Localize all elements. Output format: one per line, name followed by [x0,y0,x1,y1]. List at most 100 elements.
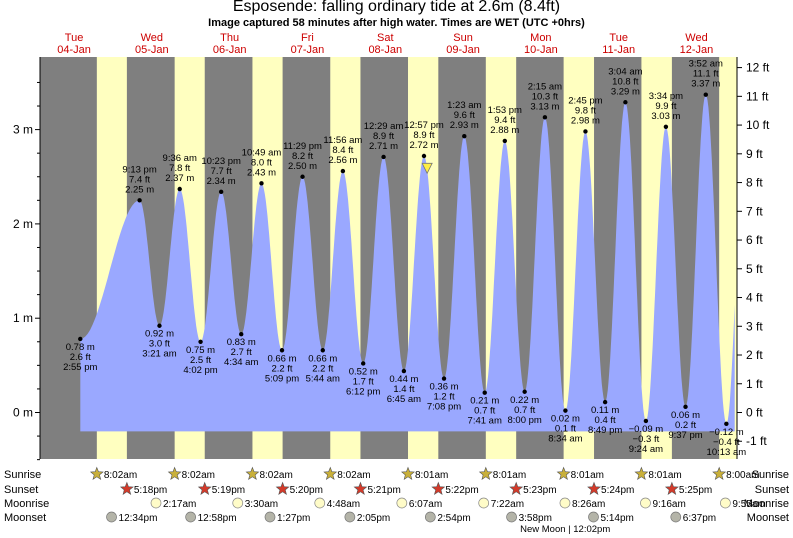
left-tick-label: 0 m [13,406,33,420]
extreme-point [177,186,182,192]
moonset-time-label: 12:34pm [119,513,158,524]
moonset-icon [670,511,682,523]
sunset-time-label: 5:22pm [445,485,478,496]
low-ft-label: 0.7 ft [514,405,535,416]
low-ft-label: 0.4 ft [595,415,616,426]
left-tick-label: 3 m [13,123,33,137]
high-m-label: 2.37 m [165,173,194,184]
extreme-point [522,389,527,394]
low-m-label: 0.44 m [389,374,418,385]
low-time-label: 8:00 pm [507,415,541,426]
right-tick-label: 2 ft [746,348,763,362]
sunrise-icon [634,466,649,480]
extreme-point [683,404,688,410]
moonset-time-label: 2:54pm [437,513,470,524]
moonset-row-label-right: Moonset [747,512,789,524]
extreme-point [198,339,203,344]
sunrise-row-label-left: Sunrise [4,469,41,481]
moonset-time-label: 6:37pm [683,513,716,524]
moonrise-time-label: 3:30am [245,499,278,510]
extreme-point [663,124,669,129]
low-time-label: 6:12 pm [346,386,380,397]
extreme-point [703,92,708,97]
high-time-label: 11:29 pm [283,141,322,152]
low-time-label: 8:49 pm [588,425,622,436]
moonrise-time-label: 9:55am [732,499,765,510]
extreme-point [643,418,649,424]
sunrise-time-label: 8:01am [648,470,681,481]
sunset-time-label: 5:25pm [679,485,712,496]
high-time-label: 1:53 pm [488,105,522,116]
moonrise-icon [720,497,731,509]
sunrise-time-label: 8:01am [415,470,448,481]
right-tick-label: 4 ft [746,291,763,305]
sunrise-row-label-right: Sunrise [752,469,789,481]
high-m-label: 2.93 m [450,120,479,131]
extreme-point [381,154,386,160]
low-ft-label: 1.4 ft [393,384,414,395]
high-time-label: 2:15 am [528,81,562,92]
current-level-marker [421,162,433,175]
extreme-point [623,100,628,105]
left-tick-label: 2 m [13,217,33,231]
high-m-label: 2.56 m [328,155,357,166]
moonset-icon [506,511,517,523]
high-m-label: 2.88 m [490,125,519,136]
date-label: 06-Jan [213,44,247,56]
high-m-label: 3.13 m [530,101,559,112]
high-m-label: 3.37 m [691,79,720,90]
right-tick-label: 5 ft [746,262,763,276]
moonrise-time-label: 6:07am [409,499,442,510]
chart-title: Esposende: falling ordinary tide at 2.6m… [232,0,561,15]
sunrise-time-label: 8:02am [104,470,137,481]
low-m-label: 0.21 m [470,396,499,407]
sunset-time-label: 5:23pm [523,485,556,496]
moonrise-icon [559,497,571,509]
low-m-label: −0.12 m [709,427,744,438]
sunrise-icon [478,466,493,480]
sunrise-icon [89,466,104,480]
high-time-label: 3:04 am [608,66,642,77]
sunrise-time-label: 8:02am [259,470,292,481]
date-label: 05-Jan [135,44,169,56]
low-ft-label: 2.5 ft [190,355,211,366]
high-time-label: 2:45 pm [568,95,602,106]
extreme-point [602,399,608,405]
date-label: 12-Jan [680,44,714,56]
right-tick-label: 10 ft [746,118,770,132]
low-ft-label: −0.4 ft [713,437,740,448]
high-time-label: 10:49 am [242,147,282,158]
high-m-label: 2.71 m [369,141,398,152]
high-time-label: 12:29 am [364,121,404,132]
right-tick-label: 7 ft [746,204,763,218]
sunrise-time-label: 8:00am [726,470,759,481]
sunset-icon [664,481,679,495]
low-m-label: 0.52 m [349,366,378,377]
low-time-label: 9:37 pm [668,430,702,441]
sunrise-icon [167,466,182,480]
low-m-label: 0.75 m [186,345,215,356]
low-time-label: 8:34 am [548,434,582,445]
extreme-point [320,348,325,353]
high-time-label: 3:34 pm [649,91,683,102]
high-m-label: 2.34 m [207,176,236,187]
moonrise-time-label: 9:16am [652,499,685,510]
high-ft-label: 7.8 ft [169,163,190,174]
low-m-label: 0.11 m [591,405,619,416]
low-time-label: 7:41 am [468,416,502,427]
sunrise-time-label: 8:02am [337,470,370,481]
extreme-point [78,336,83,342]
left-tick-label: 1 m [13,311,33,325]
low-time-label: 5:09 pm [265,373,299,384]
high-m-label: 2.72 m [409,140,438,151]
moonrise-icon [640,497,651,509]
moonset-row-label-left: Moonset [4,512,46,524]
extreme-point [563,408,568,413]
sunrise-icon [556,466,571,480]
high-time-label: 12:57 pm [404,120,444,131]
new-moon-label: New Moon | 12:02pm [520,524,610,535]
day-of-week-label: Tue [609,32,628,44]
moonset-time-label: 12:58pm [198,513,237,524]
low-time-label: 4:34 am [224,357,258,368]
